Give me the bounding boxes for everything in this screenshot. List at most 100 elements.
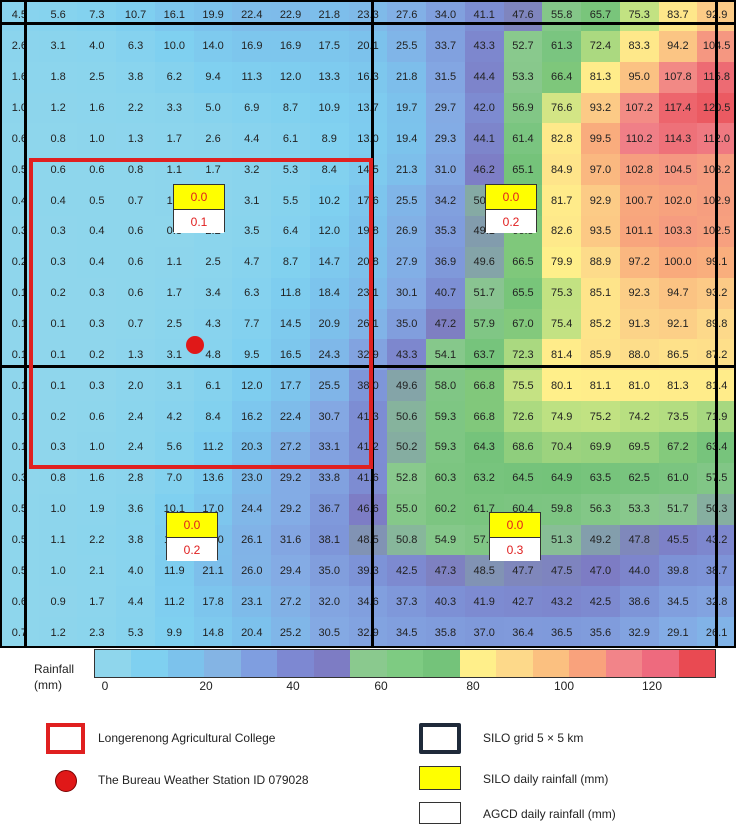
grid-cell: 0.6: [0, 586, 39, 618]
grid-cell: 61.0: [658, 462, 698, 494]
grid-cell: 92.9: [581, 185, 620, 216]
grid-cell: 38.0: [348, 370, 388, 402]
grid-cell: 7.7: [232, 308, 272, 340]
grid-cell: 75.3: [619, 0, 659, 31]
grid-cell: 21.3: [387, 154, 427, 186]
grid-cell: 54.9: [426, 524, 465, 556]
grid-cell: 1.0: [38, 493, 78, 525]
grid-cell: 107.2: [619, 92, 659, 124]
grid-cell: 0.6: [77, 401, 117, 432]
grid-cell: 65.5: [503, 277, 543, 309]
scale-swatch: [496, 650, 533, 677]
grid-cell: 20.8: [348, 246, 388, 278]
grid-cell: 55.8: [542, 0, 582, 31]
grid-cell: 9.9: [154, 617, 194, 648]
grid-cell: 17.5: [309, 30, 349, 62]
grid-cell: 0.9: [38, 586, 78, 618]
grid-cell: 100.0: [658, 246, 698, 278]
grid-cell: 59.8: [542, 493, 582, 525]
grid-cell: 45.5: [658, 524, 698, 556]
grid-cell: 47.5: [542, 555, 582, 587]
grid-cell: 8.7: [271, 92, 310, 124]
agcd-value: 0.3: [490, 537, 540, 561]
grid-cell: 43.2: [542, 586, 582, 618]
grid-cell: 62.5: [619, 462, 659, 494]
grid-cell: 4.2: [154, 401, 194, 432]
grid-cell: 3.4: [193, 277, 233, 309]
scale-swatch: [642, 650, 679, 677]
scale-tick: 0: [101, 679, 109, 693]
grid-cell: 11.2: [154, 586, 194, 618]
grid-cell: 97.2: [619, 246, 659, 278]
grid-cell: 12.0: [309, 216, 349, 247]
grid-cell: 67.0: [503, 308, 543, 340]
college-legend-swatch: [46, 723, 85, 754]
grid-cell: 32.9: [348, 617, 388, 648]
silo-grid-line: [715, 0, 718, 648]
grid-cell: 35.8: [426, 617, 465, 648]
scale-title-1: Rainfall: [34, 662, 75, 676]
rainfall-grid: 4.5 5.6 7.3 10.7 16.1 19.9 22.4 22.9 21.8 23.3 27.…: [0, 0, 736, 648]
grid-cell: 81.0: [619, 370, 659, 402]
grid-cell: 34.0: [426, 0, 465, 31]
grid-cell: 81.3: [658, 370, 698, 402]
grid-cell: 81.1: [581, 370, 620, 402]
grid-cell: 30.7: [309, 401, 349, 432]
silo-value: 0.0: [490, 513, 540, 537]
grid-cell: 0.2: [38, 401, 78, 432]
grid-cell: 88.9: [581, 246, 620, 278]
grid-cell: 0.2: [38, 277, 78, 309]
silo-grid-legend-swatch: [419, 723, 461, 754]
grid-cell: 53.3: [619, 493, 659, 525]
grid-cell: 8.7: [271, 246, 310, 278]
grid-cell: 22.4: [232, 0, 272, 31]
grid-cell: 11.3: [232, 61, 272, 93]
grid-cell: 24.4: [232, 493, 272, 525]
grid-cell: 2.2: [77, 524, 117, 556]
grid-cell: 60.3: [426, 462, 465, 494]
grid-cell: 0.6: [116, 216, 155, 247]
grid-cell: 40.3: [426, 586, 465, 618]
grid-cell: 66.8: [464, 401, 504, 432]
grid-cell: 34.5: [658, 586, 698, 618]
grid-cell: 0.1: [38, 308, 78, 340]
grid-cell: 47.6: [503, 0, 543, 31]
scale-tick: 120: [641, 679, 663, 693]
grid-cell: 0.5: [0, 555, 39, 587]
grid-cell: 110.2: [619, 123, 659, 155]
grid-cell: 2.6: [193, 123, 233, 155]
scale-swatch: [131, 650, 168, 677]
grid-cell: 72.6: [503, 401, 543, 432]
grid-cell: 51.7: [464, 277, 504, 309]
grid-cell: 26.9: [387, 216, 427, 247]
grid-cell: 36.9: [426, 246, 465, 278]
grid-cell: 36.5: [542, 617, 582, 648]
grid-cell: 31.0: [426, 154, 465, 186]
grid-cell: 22.4: [271, 401, 310, 432]
grid-cell: 59.3: [426, 401, 465, 432]
grid-cell: 50.8: [387, 524, 427, 556]
grid-cell: 27.2: [271, 432, 310, 463]
grid-cell: 92.1: [658, 308, 698, 340]
grid-cell: 44.1: [464, 123, 504, 155]
grid-cell: 49.6: [387, 370, 427, 402]
grid-cell: 72.4: [581, 30, 620, 62]
grid-cell: 66.8: [464, 370, 504, 402]
grid-cell: 32.0: [309, 586, 349, 618]
grid-cell: 73.5: [658, 401, 698, 432]
grid-cell: 34.2: [426, 185, 465, 216]
grid-cell: 51.7: [658, 493, 698, 525]
grid-cell: 66.5: [503, 246, 543, 278]
grid-cell: 2.5: [193, 246, 233, 278]
grid-cell: 44.4: [464, 61, 504, 93]
grid-cell: 26.0: [232, 555, 272, 587]
grid-cell: 1.7: [154, 123, 194, 155]
scale-swatch: [167, 650, 205, 677]
grid-cell: 44.0: [619, 555, 659, 587]
grid-cell: 83.7: [658, 0, 698, 31]
grid-cell: 2.0: [116, 370, 155, 402]
grid-cell: 16.9: [271, 30, 310, 62]
grid-cell: 16.9: [232, 30, 272, 62]
grid-cell: 1.7: [154, 277, 194, 309]
grid-cell: 59.3: [426, 432, 465, 463]
